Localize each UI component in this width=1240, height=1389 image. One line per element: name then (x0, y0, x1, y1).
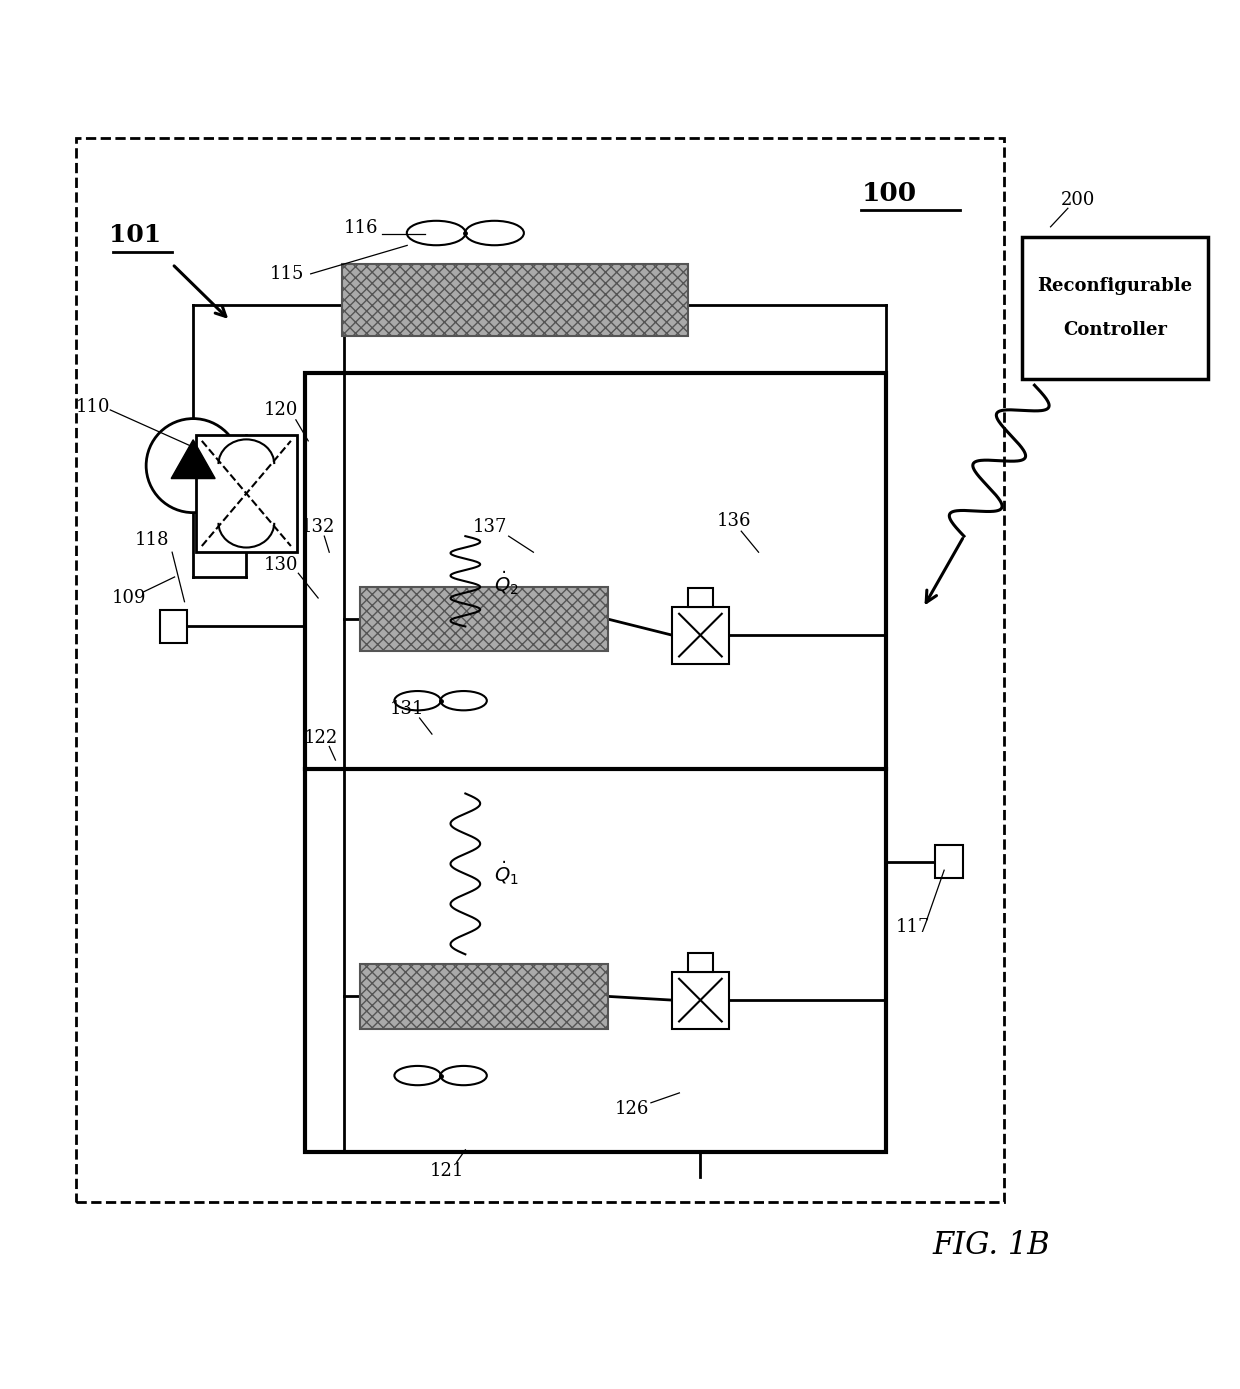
Polygon shape (1022, 236, 1208, 379)
Text: 118: 118 (135, 531, 170, 549)
Text: 100: 100 (862, 181, 916, 206)
Polygon shape (196, 435, 298, 553)
Circle shape (146, 418, 241, 513)
Text: Reconfigurable: Reconfigurable (1038, 276, 1193, 294)
Polygon shape (342, 264, 688, 336)
Text: 122: 122 (304, 729, 337, 747)
Text: 130: 130 (264, 556, 299, 574)
Polygon shape (360, 964, 608, 1028)
Text: FIG. 1B: FIG. 1B (932, 1229, 1050, 1261)
Polygon shape (935, 846, 962, 878)
Text: 117: 117 (897, 918, 930, 936)
Text: Controller: Controller (1063, 321, 1167, 339)
Text: 126: 126 (615, 1100, 650, 1118)
Polygon shape (688, 588, 713, 607)
Polygon shape (672, 972, 729, 1028)
Polygon shape (672, 607, 729, 664)
Text: 116: 116 (345, 219, 378, 238)
Polygon shape (160, 610, 187, 643)
Text: 137: 137 (472, 518, 507, 536)
Text: 136: 136 (717, 513, 751, 531)
Polygon shape (688, 953, 713, 972)
Text: 131: 131 (389, 700, 424, 718)
Text: $\dot{Q}_2$: $\dot{Q}_2$ (494, 569, 518, 597)
Text: 132: 132 (301, 518, 335, 536)
Text: 101: 101 (109, 222, 161, 247)
Polygon shape (360, 588, 608, 651)
Text: 121: 121 (429, 1161, 464, 1179)
Text: 120: 120 (264, 401, 298, 419)
Text: 200: 200 (1060, 190, 1095, 208)
Polygon shape (171, 440, 215, 479)
Text: 110: 110 (76, 399, 110, 417)
Text: 109: 109 (112, 589, 146, 607)
Text: $\dot{Q}_1$: $\dot{Q}_1$ (494, 858, 518, 886)
Text: 115: 115 (270, 265, 305, 283)
